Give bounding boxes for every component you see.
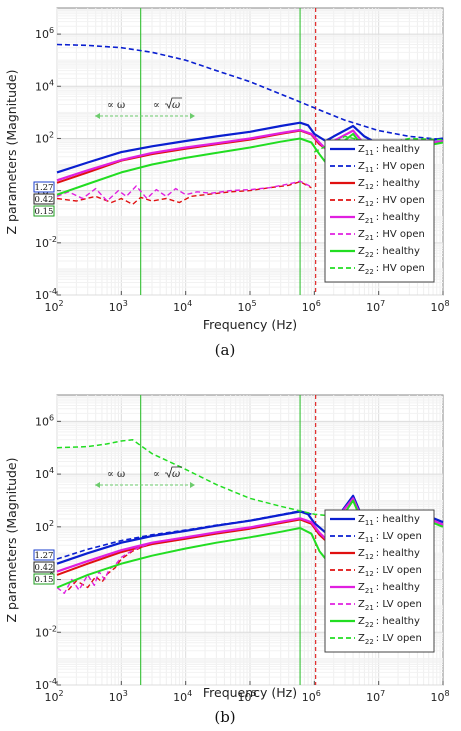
caption-b: (b) — [214, 708, 235, 726]
ticks-b: 10210310410510610710810-410-210010210410… — [35, 413, 450, 704]
annotation-sqrt-arg: ω — [172, 469, 180, 480]
chart-panel-b: 10210310410510610710810-410-210010210410… — [4, 394, 450, 726]
y-tick-label: 10-2 — [35, 624, 57, 639]
y-tick-label: 10-4 — [35, 287, 57, 302]
x-tick-label: 104 — [173, 689, 192, 704]
x-tick-label: 108 — [430, 299, 449, 314]
y-tick-label: 104 — [35, 466, 54, 481]
y-axis-label-b: Z parameters (Magnitude) — [4, 458, 19, 623]
series-line — [56, 510, 312, 560]
value-box-label: 1.27 — [35, 551, 54, 561]
value-box-label: 0.15 — [35, 207, 54, 217]
y-tick-label: 10-2 — [35, 235, 57, 250]
series-line — [56, 43, 444, 141]
x-tick-label: 103 — [109, 689, 128, 704]
annotations-a: ∝ ω ∝ ω — [95, 97, 195, 119]
x-tick-label: 106 — [302, 689, 321, 704]
x-tick-label: 104 — [173, 299, 192, 314]
arrow-head-right — [190, 482, 195, 488]
annotations-b: ∝ ω ∝ ω — [95, 466, 195, 488]
series-line — [56, 181, 312, 205]
y-tick-label: 106 — [35, 26, 54, 41]
value-box-label: 1.27 — [35, 183, 54, 193]
x-tick-label: 103 — [109, 299, 128, 314]
chart-panel-a: 10210310410510610710810-410-210010210410… — [4, 7, 450, 359]
sqrt-radical — [165, 97, 182, 110]
value-box-label: 0.42 — [35, 195, 54, 205]
x-axis-label-b: Frequency (Hz) — [203, 685, 297, 700]
x-tick-label: 106 — [302, 299, 321, 314]
x-tick-label: 105 — [237, 299, 256, 314]
value-box — [33, 205, 55, 217]
y-tick-label: 102 — [35, 130, 54, 145]
vlines-b — [140, 395, 317, 685]
x-tick-label: 107 — [366, 299, 385, 314]
y-axis-label-a: Z parameters (Magnitude) — [4, 70, 19, 235]
y-tick-label: 104 — [35, 78, 54, 93]
arrow-head-left — [95, 482, 100, 488]
value-box — [33, 561, 55, 573]
annotation-omega: ∝ ω — [107, 469, 125, 480]
value-box — [33, 549, 55, 561]
series-line — [56, 180, 312, 202]
arrow-head-left — [95, 113, 100, 119]
x-tick-label: 107 — [366, 689, 385, 704]
grid-a — [56, 8, 443, 296]
annotation-omega: ∝ ω — [107, 100, 125, 111]
annotation-sqrt: ∝ — [153, 469, 160, 480]
annotation-sqrt-arg: ω — [172, 100, 180, 111]
legend-box — [324, 509, 435, 653]
x-axis-label-a: Frequency (Hz) — [203, 317, 297, 332]
boxed-values-b: 1.27 0.42 0.15 — [33, 549, 55, 585]
value-box — [33, 193, 55, 205]
legend-box — [324, 139, 435, 283]
value-box-label: 0.42 — [35, 563, 54, 573]
series-line — [56, 121, 444, 174]
boxed-values-a: 1.27 0.42 0.15 — [33, 181, 55, 217]
value-box — [33, 181, 55, 193]
value-box — [33, 573, 55, 585]
caption-a: (a) — [215, 341, 236, 359]
arrow-head-right — [190, 113, 195, 119]
annotation-sqrt: ∝ — [153, 100, 160, 111]
y-tick-label: 10-4 — [35, 677, 57, 692]
x-tick-label: 108 — [430, 689, 449, 704]
sqrt-radical — [165, 466, 182, 479]
y-tick-label: 102 — [35, 519, 54, 534]
series-line — [56, 439, 379, 519]
value-box-label: 0.15 — [35, 575, 54, 585]
y-tick-label: 106 — [35, 413, 54, 428]
